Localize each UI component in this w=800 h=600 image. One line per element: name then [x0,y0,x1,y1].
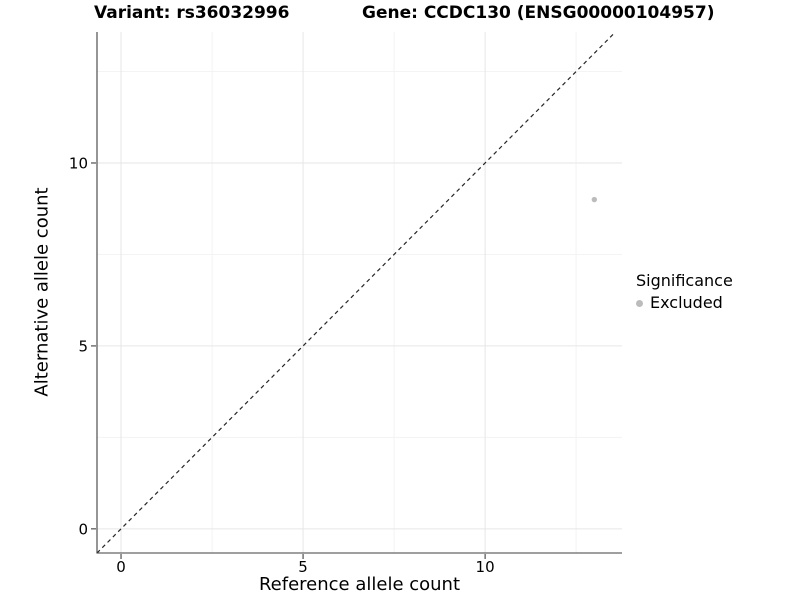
identity-reference-line [96,31,616,554]
legend-key-circle-icon [636,299,643,307]
legend-title: Significance [636,271,733,290]
x-tick-label: 0 [116,558,126,576]
y-axis-title: Alternative allele count [31,187,53,397]
legend-item-excluded: Excluded [636,293,733,313]
y-tick-label: 10 [69,154,88,172]
data-point [591,196,598,203]
plot-title-gene: Gene: CCDC130 (ENSG00000104957) [362,3,715,23]
x-axis-title: Reference allele count [258,574,461,595]
x-tick-label: 10 [476,558,495,576]
y-tick-label: 0 [78,520,88,538]
x-tick-label: 5 [298,558,308,576]
plot-title-variant: Variant: rs36032996 [94,3,290,23]
legend: Significance Excluded [636,271,733,313]
legend-item-label: Excluded [650,293,723,312]
y-tick-label: 5 [78,337,88,355]
